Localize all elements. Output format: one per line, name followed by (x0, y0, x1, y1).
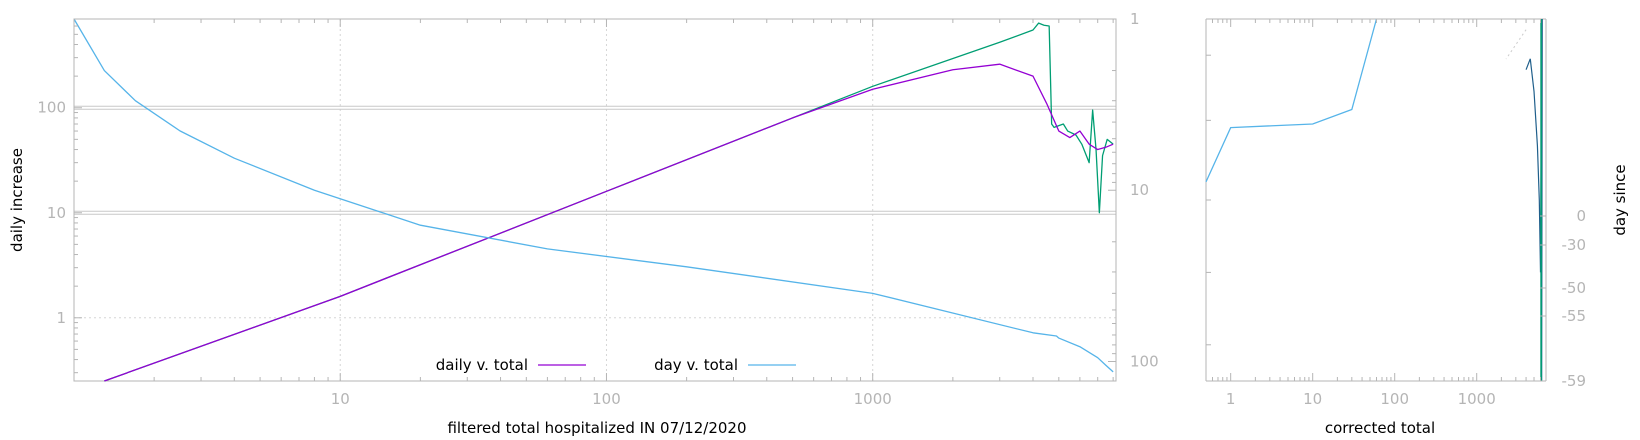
y-tick-label: 1 (56, 309, 66, 327)
small-series-recent-line (1525, 18, 1543, 382)
main-series-group (73, 18, 1114, 382)
main-plot-border (73, 18, 1117, 382)
small-y2-tick-label: -50 (1562, 279, 1587, 297)
main-y-axis-title: daily increase (8, 148, 26, 252)
small-series-cumulative-line (1205, 18, 1378, 183)
main-panel: 10 100 1000 1 10 100 1 10 100 filtered total hos… (8, 10, 1159, 437)
y-tick-label: 10 (47, 204, 66, 222)
small-x-tick-label: 1 (1226, 390, 1236, 408)
y2-tick-label: 10 (1130, 181, 1149, 199)
main-x-axis-title: filtered total hospitalized IN 07/12/202… (447, 419, 746, 437)
small-plot-frame (1205, 18, 1547, 382)
small-series-group (1205, 18, 1543, 382)
legend-label-day-v-total: day v. total (654, 356, 738, 374)
legend-label-daily-v-total: daily v. total (436, 356, 528, 374)
series-daily-v-total-line (104, 63, 1114, 382)
main-grid (74, 19, 1116, 381)
small-y2-tick-label: -55 (1562, 307, 1587, 325)
small-ticks: 1 10 100 1000 0 -30 -50 -55 -59 (1205, 19, 1587, 408)
x-tick-label: 1000 (854, 390, 892, 408)
main-ticks: 10 100 1000 1 10 100 1 10 100 (37, 10, 1158, 408)
small-dotted-connector (1505, 29, 1527, 60)
small-y2-tick-label: 0 (1576, 207, 1586, 225)
small-x-tick-label: 100 (1380, 390, 1409, 408)
small-x-axis-title: corrected total (1325, 419, 1435, 437)
small-y2-tick-label: -59 (1562, 372, 1587, 390)
series-day-v-total-line (73, 18, 1114, 373)
small-y2-tick-label: -30 (1562, 236, 1587, 254)
x-tick-label: 10 (331, 390, 350, 408)
y2-tick-label: 1 (1130, 10, 1140, 28)
small-y2-axis-title: day since (1611, 164, 1629, 235)
small-x-tick-label: 10 (1303, 390, 1322, 408)
series-raw-daily-line (104, 22, 1114, 382)
y2-tick-label: 100 (1130, 352, 1159, 370)
legend: daily v. total day v. total (436, 356, 796, 374)
main-plot-frame (73, 18, 1117, 382)
small-x-tick-label: 1000 (1458, 390, 1496, 408)
x-tick-label: 100 (592, 390, 621, 408)
y-tick-label: 100 (37, 99, 66, 117)
